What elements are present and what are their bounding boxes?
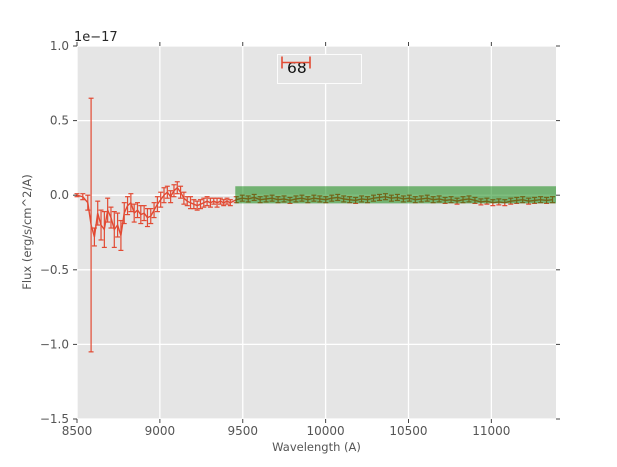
svg-text:8500: 8500 bbox=[62, 424, 93, 438]
svg-text:10000: 10000 bbox=[307, 424, 345, 438]
svg-text:10500: 10500 bbox=[389, 424, 427, 438]
y-axis-label: Flux (erg/s/cm^2/A) bbox=[20, 174, 34, 290]
svg-text:9500: 9500 bbox=[227, 424, 258, 438]
y-axis-offset-text: 1e−17 bbox=[74, 30, 118, 45]
svg-text:1.0: 1.0 bbox=[50, 39, 69, 53]
legend-label: 68 bbox=[287, 59, 307, 78]
x-axis-label: Wavelength (A) bbox=[272, 440, 361, 454]
svg-text:−1.0: −1.0 bbox=[40, 337, 69, 351]
tick-marks bbox=[73, 42, 560, 423]
legend-errorbar-handle bbox=[281, 56, 311, 69]
legend: 68 bbox=[277, 54, 362, 84]
y-tick-labels: 1.0 0.5 0.0 −0.5 −1.0 −1.5 bbox=[40, 39, 69, 426]
gridlines bbox=[76, 45, 556, 420]
svg-text:−1.5: −1.5 bbox=[40, 412, 69, 426]
plot-area bbox=[77, 46, 556, 419]
svg-text:0.5: 0.5 bbox=[50, 114, 69, 128]
svg-text:11000: 11000 bbox=[472, 424, 510, 438]
svg-text:0.0: 0.0 bbox=[50, 188, 69, 202]
svg-text:9000: 9000 bbox=[145, 424, 176, 438]
svg-text:−0.5: −0.5 bbox=[40, 263, 69, 277]
x-tick-labels: 8500 9000 9500 10000 10500 11000 bbox=[62, 424, 511, 438]
confidence-band bbox=[235, 186, 556, 204]
